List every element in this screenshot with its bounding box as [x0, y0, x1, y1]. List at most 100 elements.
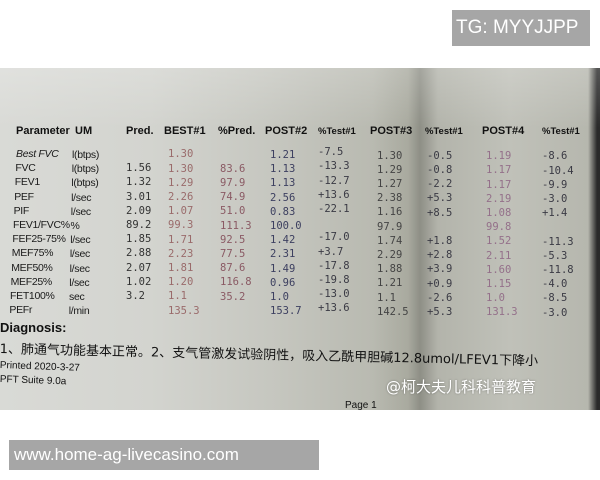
value-pred: 2.88 [126, 247, 152, 260]
value-test4: -3.0 [542, 193, 568, 205]
parameter-label: FEF25-75% [12, 233, 66, 246]
value-pct-pred: 77.5 [220, 248, 246, 260]
value-post2: 2.31 [270, 248, 296, 261]
value-post3: 1.30 [377, 149, 403, 162]
unit-label: l/min [68, 305, 90, 318]
unit-label: l/sec [69, 248, 90, 261]
weibo-watermark: @柯大夫儿科科普教育 [386, 378, 537, 396]
value-post4: 1.17 [486, 164, 512, 177]
value-post3: 2.38 [377, 192, 403, 205]
value-post3: 2.29 [377, 248, 403, 261]
value-test2: -22.1 [318, 203, 350, 215]
value-post4: 1.19 [486, 150, 512, 163]
unit-label: l/sec [69, 276, 90, 289]
value-post2: 0.96 [270, 276, 296, 289]
value-test3: +8.5 [427, 206, 453, 219]
value-post4: 99.8 [486, 221, 512, 234]
value-pred: 1.85 [126, 233, 152, 246]
parameter-label: FVC [15, 162, 36, 175]
value-test2: +13.6 [318, 302, 350, 315]
value-best1: 1.20 [168, 276, 194, 289]
value-best1: 2.26 [168, 190, 194, 203]
value-post2: 1.21 [270, 148, 296, 161]
value-post2: 0.83 [270, 205, 296, 218]
value-test3: +5.3 [427, 192, 453, 205]
column-header: %Test#1 [425, 126, 463, 137]
value-post2: 1.42 [270, 234, 296, 247]
value-best1: 1.29 [168, 176, 194, 189]
value-pct-pred: 97.9 [220, 177, 246, 189]
value-post4: 131.3 [486, 306, 518, 319]
value-test4: -9.9 [542, 178, 568, 191]
value-post3: 1.27 [377, 177, 403, 190]
value-test4: -10.4 [542, 164, 574, 177]
column-header: UM [75, 125, 93, 137]
page-number: Page 1 [345, 400, 377, 410]
value-test3: -0.5 [427, 149, 453, 162]
value-post3: 142.5 [377, 305, 409, 318]
value-pred: 3.2 [126, 290, 145, 302]
value-pct-pred: 116.8 [220, 276, 252, 289]
value-test2: -13.0 [318, 288, 350, 301]
parameter-label: PIF [13, 204, 30, 217]
parameter-label: MEF25% [10, 275, 53, 288]
value-pct-pred: 35.2 [220, 290, 246, 303]
value-post4: 1.60 [486, 263, 512, 276]
value-post2: 1.13 [270, 163, 296, 176]
value-test4: -8.6 [542, 150, 568, 163]
value-test4: -3.0 [542, 306, 568, 319]
value-post3: 1.16 [377, 206, 403, 219]
value-test2: +3.7 [318, 245, 344, 258]
value-post3: 1.88 [377, 263, 403, 276]
value-test2: -19.8 [318, 274, 350, 286]
unit-label: % [70, 220, 80, 232]
value-test4: -11.3 [542, 235, 574, 248]
value-test3: -2.6 [427, 291, 453, 304]
value-post4: 1.52 [486, 235, 512, 248]
value-test3: -2.2 [427, 178, 453, 191]
parameter-label: FET100% [10, 290, 55, 302]
parameter-label: PEFr [9, 304, 33, 317]
value-test3: +5.3 [427, 306, 453, 318]
value-pred: 1.02 [126, 275, 152, 288]
unit-label: sec [69, 291, 85, 303]
value-best1: 1.71 [168, 233, 194, 246]
parameter-label: PEF [14, 190, 34, 203]
column-header: POST#4 [482, 125, 525, 137]
value-post3: 97.9 [377, 220, 403, 233]
diagnosis-label: Diagnosis: [0, 320, 67, 335]
printed-date: Printed 2020-3-27 [0, 360, 81, 374]
unit-label: l(btps) [72, 149, 100, 161]
column-header: POST#2 [265, 125, 308, 137]
value-test4: -4.0 [542, 278, 568, 291]
value-test3: -0.8 [427, 164, 453, 176]
value-post2: 100.0 [270, 219, 302, 232]
diagnosis-text: 1、肺通气功能基本正常。2、支气管激发试验阴性，吸入乙酰甲胆碱12.8umol/… [0, 341, 539, 370]
value-test4: -11.8 [542, 264, 574, 276]
value-test2: +13.6 [318, 188, 350, 201]
value-pct-pred: 92.5 [220, 233, 246, 246]
column-header: Pred. [126, 125, 154, 137]
value-post4: 1.0 [486, 292, 505, 305]
value-pred: 2.07 [126, 261, 152, 274]
value-post3: 1.74 [377, 234, 403, 247]
value-pred: 3.01 [126, 190, 152, 203]
value-post4: 2.11 [486, 249, 512, 262]
value-best1: 1.30 [168, 162, 194, 175]
value-best1: 2.23 [168, 247, 194, 260]
value-best1: 1.1 [168, 290, 187, 303]
value-post2: 1.13 [270, 177, 296, 190]
unit-label: l(btps) [71, 163, 99, 176]
value-best1: 135.3 [168, 304, 200, 317]
value-best1: 1.07 [168, 205, 194, 218]
value-post4: 2.19 [486, 192, 512, 205]
value-best1: 1.81 [168, 261, 194, 274]
value-pred: 1.32 [126, 176, 152, 189]
value-post2: 1.49 [270, 262, 296, 275]
value-test2: -17.8 [318, 259, 350, 272]
column-header: BEST#1 [164, 125, 206, 137]
value-pct-pred: 111.3 [220, 219, 252, 232]
software-version: PFT Suite 9.0a [0, 374, 67, 388]
column-header: %Test#1 [318, 126, 356, 137]
unit-label: l(btps) [71, 177, 99, 190]
